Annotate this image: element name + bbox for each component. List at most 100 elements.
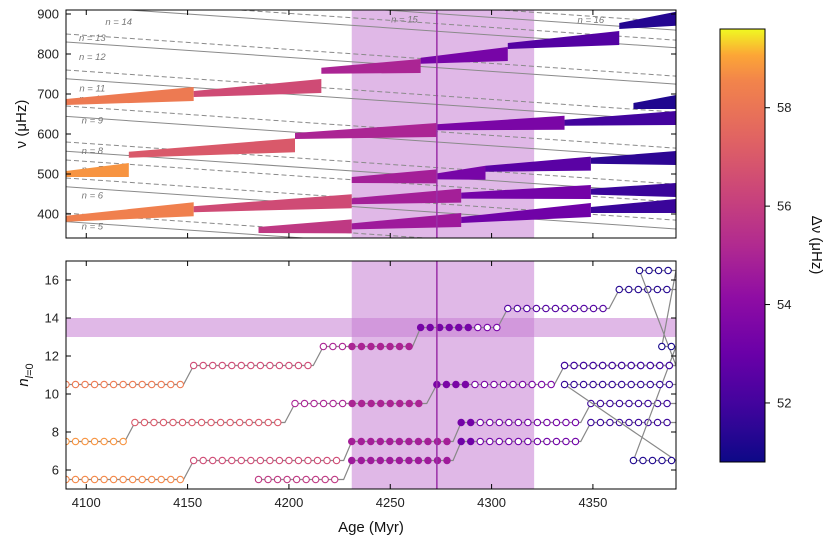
track-marker	[66, 475, 70, 484]
track-marker	[138, 380, 146, 389]
track-marker	[505, 437, 513, 446]
track-marker	[648, 456, 657, 465]
bottom-n-shade	[66, 318, 676, 337]
track-marker	[100, 475, 108, 484]
track-marker	[474, 323, 482, 332]
track-marker	[330, 475, 339, 484]
track-marker	[663, 399, 671, 408]
track-marker	[571, 418, 580, 427]
track-marker	[471, 380, 479, 389]
track-marker	[646, 361, 655, 370]
track-marker	[570, 304, 579, 313]
track-marker	[665, 361, 674, 370]
track-marker	[140, 418, 149, 427]
track-marker	[587, 418, 595, 427]
track-marker	[266, 361, 274, 370]
track-marker	[509, 380, 517, 389]
track-marker	[639, 456, 647, 465]
track-marker	[395, 456, 404, 465]
track-marker	[275, 456, 284, 465]
dashed-grid-line	[66, 33, 676, 77]
frequency-segment	[590, 183, 676, 197]
frequency-segment	[128, 138, 296, 158]
track-marker	[570, 361, 578, 370]
bottom-shade-group	[66, 261, 676, 489]
track-marker	[615, 285, 624, 294]
track-marker	[499, 380, 508, 389]
track-marker	[147, 380, 156, 389]
track-marker	[505, 418, 513, 427]
frequency-segment	[436, 115, 565, 131]
top-y-tick-label: 900	[37, 7, 59, 22]
bottom-age-shade	[351, 261, 535, 489]
frequency-segment	[420, 47, 508, 64]
track-marker	[273, 475, 282, 484]
track-marker	[596, 399, 605, 408]
solid-grid-line	[66, 221, 311, 238]
track-marker	[376, 437, 385, 446]
track-marker	[332, 456, 341, 465]
track-marker	[606, 418, 614, 427]
track-marker	[537, 380, 546, 389]
track-marker	[348, 399, 356, 408]
track-marker	[357, 437, 366, 446]
track-marker	[199, 456, 207, 465]
track-marker	[216, 418, 225, 427]
track-marker	[452, 380, 460, 389]
track-marker	[109, 437, 118, 446]
track-marker	[663, 418, 671, 427]
frequency-segment	[590, 199, 676, 213]
track-marker	[608, 361, 616, 370]
frequency-segment	[436, 165, 486, 180]
track-marker	[524, 418, 532, 427]
track-marker	[119, 437, 127, 446]
n-label: n = 14	[105, 17, 132, 28]
track-marker	[533, 418, 542, 427]
track-marker	[523, 304, 531, 313]
track-marker	[486, 418, 494, 427]
track-marker	[570, 380, 578, 389]
track-marker	[218, 361, 226, 370]
track-marker	[254, 418, 263, 427]
top-y-tick-label: 600	[37, 127, 59, 142]
track-marker	[513, 304, 522, 313]
track-marker	[551, 304, 560, 313]
track-marker	[119, 380, 127, 389]
track-marker	[405, 399, 414, 408]
track-marker	[562, 437, 570, 446]
track-marker	[386, 456, 394, 465]
track-marker	[386, 342, 394, 351]
track-marker	[348, 342, 356, 351]
track-marker	[128, 380, 137, 389]
track-marker	[304, 456, 312, 465]
top-y-tick-label: 500	[37, 167, 59, 182]
track-marker	[532, 304, 541, 313]
track-marker	[543, 437, 551, 446]
track-marker	[357, 399, 366, 408]
track-marker	[415, 399, 423, 408]
track-marker	[292, 475, 301, 484]
x-tick-label: 4250	[376, 495, 405, 510]
track-marker	[189, 456, 198, 465]
track-marker	[665, 380, 674, 389]
track-marker	[667, 342, 676, 351]
track-marker	[644, 399, 652, 408]
dashed-grid-line	[66, 69, 676, 113]
track-marker	[466, 418, 475, 427]
track-marker	[247, 456, 255, 465]
x-tick-label: 4200	[274, 495, 303, 510]
frequency-segment	[66, 87, 194, 105]
track-marker	[490, 380, 498, 389]
top-plot-frame	[65, 9, 677, 239]
dashed-grid-line	[232, 10, 676, 41]
track-marker	[598, 380, 607, 389]
track-marker	[617, 380, 626, 389]
track-marker	[138, 475, 146, 484]
track-marker	[480, 380, 489, 389]
track-marker	[426, 323, 434, 332]
track-marker	[237, 456, 246, 465]
track-marker	[396, 399, 404, 408]
x-tick-label: 4150	[173, 495, 202, 510]
bottom-y-tick-label: 16	[45, 273, 59, 288]
track-marker	[524, 437, 532, 446]
